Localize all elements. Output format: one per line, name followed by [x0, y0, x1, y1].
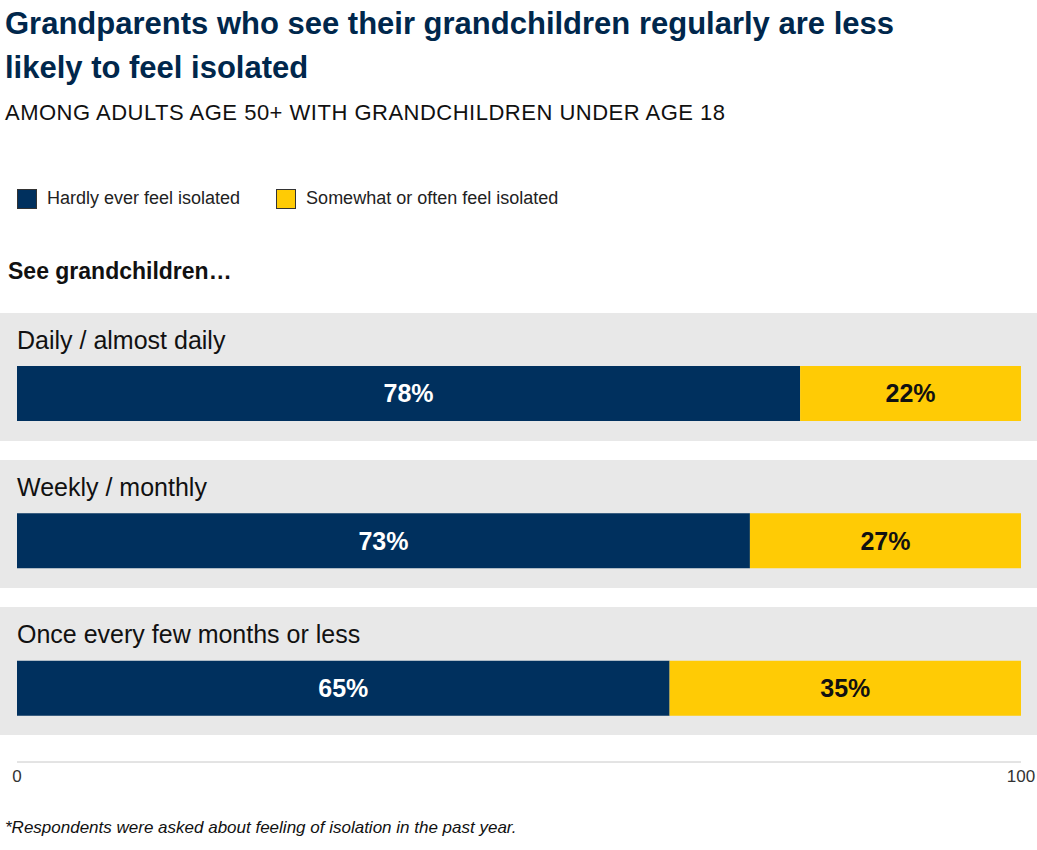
svg-text:0: 0 [12, 767, 21, 786]
svg-text:Once every few months or less: Once every few months or less [17, 620, 360, 648]
svg-text:22%: 22% [886, 379, 936, 407]
html-text:See grandchildren…: See grandchildren… [8, 258, 232, 284]
svg-text:73%: 73% [358, 527, 408, 555]
svg-text:78%: 78% [384, 379, 434, 407]
svg-text:Weekly / monthly: Weekly / monthly [17, 473, 207, 501]
html-text:AMONG ADULTS AGE 50+ WITH GRAN: AMONG ADULTS AGE 50+ WITH GRANDCHILDREN … [5, 100, 726, 125]
svg-text:35%: 35% [820, 674, 870, 702]
svg-text:Daily / almost daily: Daily / almost daily [17, 326, 226, 354]
svg-text:100: 100 [1007, 767, 1029, 786]
html-text:*Respondents were asked about: *Respondents were asked about feeling of… [5, 818, 517, 837]
svg-text:65%: 65% [318, 674, 368, 702]
html-text:Somewhat or often feel isolate: Somewhat or often feel isolated [306, 188, 559, 208]
html-text:Grandparents who see their gra: Grandparents who see their grandchildren… [5, 6, 894, 85]
html-text:Hardly ever feel isolated: Hardly ever feel isolated [47, 188, 241, 208]
svg-text:27%: 27% [860, 527, 910, 555]
